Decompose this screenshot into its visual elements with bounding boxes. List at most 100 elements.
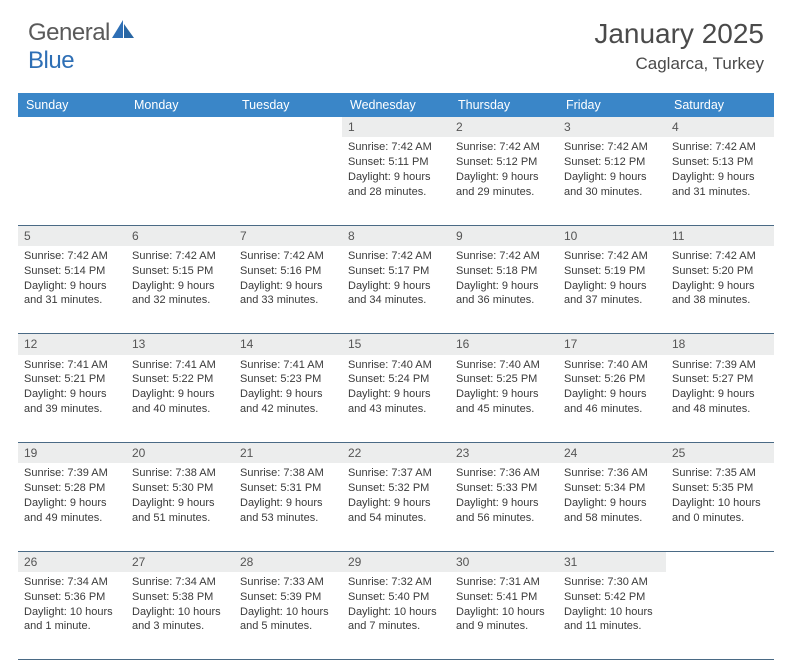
sunrise-line: Sunrise: 7:32 AM	[348, 576, 432, 588]
day-details: Sunrise: 7:39 AMSunset: 5:28 PMDaylight:…	[18, 463, 126, 531]
sunset-line: Sunset: 5:30 PM	[132, 482, 213, 494]
day-number-cell: 14	[234, 334, 342, 355]
day-body-cell: Sunrise: 7:36 AMSunset: 5:34 PMDaylight:…	[558, 463, 666, 551]
sunset-line: Sunset: 5:26 PM	[564, 373, 645, 385]
day-details: Sunrise: 7:34 AMSunset: 5:38 PMDaylight:…	[126, 572, 234, 640]
calendar-week-row: Sunrise: 7:34 AMSunset: 5:36 PMDaylight:…	[18, 572, 774, 660]
sunrise-line: Sunrise: 7:34 AM	[132, 576, 216, 588]
sunset-line: Sunset: 5:12 PM	[456, 156, 537, 168]
day-details: Sunrise: 7:42 AMSunset: 5:12 PMDaylight:…	[450, 137, 558, 205]
day-details: Sunrise: 7:41 AMSunset: 5:21 PMDaylight:…	[18, 355, 126, 423]
sunrise-line: Sunrise: 7:40 AM	[456, 359, 540, 371]
day-number-cell: 31	[558, 551, 666, 572]
sunset-line: Sunset: 5:17 PM	[348, 265, 429, 277]
weekday-header: Wednesday	[342, 93, 450, 117]
daylight-line: Daylight: 9 hours and 34 minutes.	[348, 280, 431, 307]
day-number-cell: 15	[342, 334, 450, 355]
day-number-cell: 21	[234, 443, 342, 464]
day-body-cell: Sunrise: 7:38 AMSunset: 5:30 PMDaylight:…	[126, 463, 234, 551]
day-body-cell: Sunrise: 7:42 AMSunset: 5:15 PMDaylight:…	[126, 246, 234, 334]
sunset-line: Sunset: 5:20 PM	[672, 265, 753, 277]
sunrise-line: Sunrise: 7:30 AM	[564, 576, 648, 588]
page-title: January 2025	[594, 18, 764, 50]
logo: General Blue	[28, 18, 136, 75]
daylight-line: Daylight: 9 hours and 56 minutes.	[456, 497, 539, 524]
day-number-cell: 20	[126, 443, 234, 464]
day-details: Sunrise: 7:33 AMSunset: 5:39 PMDaylight:…	[234, 572, 342, 640]
daylight-line: Daylight: 10 hours and 3 minutes.	[132, 606, 221, 633]
day-details: Sunrise: 7:42 AMSunset: 5:20 PMDaylight:…	[666, 246, 774, 314]
day-number-cell: 5	[18, 225, 126, 246]
sunset-line: Sunset: 5:42 PM	[564, 591, 645, 603]
weekday-header-row: SundayMondayTuesdayWednesdayThursdayFrid…	[18, 93, 774, 117]
day-body-cell: Sunrise: 7:36 AM Sunset: 5:33 PM Daylight:…	[450, 463, 558, 551]
sunset-line: Sunset: 5:28 PM	[24, 482, 105, 494]
sunrise-line: Sunrise: 7:41 AM	[24, 359, 108, 371]
day-details: Sunrise: 7:38 AMSunset: 5:30 PMDaylight:…	[126, 463, 234, 531]
sunset-line: Sunset: 5:35 PM	[672, 482, 753, 494]
sunset-line: Sunset: 5:15 PM	[132, 265, 213, 277]
daylight-line: Daylight: 10 hours and 9 minutes.	[456, 606, 545, 633]
day-body-cell: Sunrise: 7:40 AMSunset: 5:26 PMDaylight:…	[558, 355, 666, 443]
sunset-line: Sunset: 5:39 PM	[240, 591, 321, 603]
sunset-line: Sunset: 5:32 PM	[348, 482, 429, 494]
daylight-line: Daylight: 9 hours and 36 minutes.	[456, 280, 539, 307]
daylight-line: Daylight: 9 hours and 58 minutes.	[564, 497, 647, 524]
day-number-cell	[126, 117, 234, 137]
day-body-cell: Sunrise: 7:39 AMSunset: 5:28 PMDaylight:…	[18, 463, 126, 551]
day-body-cell: Sunrise: 7:37 AMSunset: 5:32 PMDaylight:…	[342, 463, 450, 551]
daynum-row: 1234	[18, 117, 774, 137]
sunset-line: Sunset: 5:18 PM	[456, 265, 537, 277]
sunset-line: Sunset: 5:16 PM	[240, 265, 321, 277]
daylight-line: Daylight: 9 hours and 28 minutes.	[348, 171, 431, 198]
sunrise-line: Sunrise: 7:39 AM	[672, 359, 756, 371]
day-number-cell: 7	[234, 225, 342, 246]
day-details: Sunrise: 7:39 AMSunset: 5:27 PMDaylight:…	[666, 355, 774, 423]
day-number-cell: 13	[126, 334, 234, 355]
sunset-line: Sunset: 5:33 PM	[456, 482, 537, 494]
day-body-cell	[666, 572, 774, 660]
daylight-line: Daylight: 9 hours and 39 minutes.	[24, 388, 107, 415]
sunrise-line: Sunrise: 7:33 AM	[240, 576, 324, 588]
daynum-row: 567891011	[18, 225, 774, 246]
logo-text: General Blue	[28, 18, 136, 75]
daylight-line: Daylight: 9 hours and 45 minutes.	[456, 388, 539, 415]
day-number-cell: 27	[126, 551, 234, 572]
sunset-line: Sunset: 5:24 PM	[348, 373, 429, 385]
sunset-line: Sunset: 5:34 PM	[564, 482, 645, 494]
day-body-cell: Sunrise: 7:42 AMSunset: 5:12 PMDaylight:…	[450, 137, 558, 225]
sunset-line: Sunset: 5:14 PM	[24, 265, 105, 277]
day-number-cell: 16	[450, 334, 558, 355]
day-body-cell: Sunrise: 7:38 AMSunset: 5:31 PMDaylight:…	[234, 463, 342, 551]
sunrise-line: Sunrise: 7:41 AM	[240, 359, 324, 371]
sunrise-line: Sunrise: 7:35 AM	[672, 467, 756, 479]
daylight-line: Daylight: 9 hours and 53 minutes.	[240, 497, 323, 524]
day-number-cell	[666, 551, 774, 572]
day-body-cell: Sunrise: 7:42 AMSunset: 5:20 PMDaylight:…	[666, 246, 774, 334]
sunrise-line: Sunrise: 7:42 AM	[132, 250, 216, 262]
day-body-cell: Sunrise: 7:42 AMSunset: 5:17 PMDaylight:…	[342, 246, 450, 334]
sunrise-line: Sunrise: 7:40 AM	[348, 359, 432, 371]
weekday-header: Friday	[558, 93, 666, 117]
logo-sail-icon	[110, 18, 136, 40]
day-details: Sunrise: 7:41 AMSunset: 5:23 PMDaylight:…	[234, 355, 342, 423]
day-number-cell: 8	[342, 225, 450, 246]
day-number-cell: 18	[666, 334, 774, 355]
day-body-cell: Sunrise: 7:42 AMSunset: 5:18 PMDaylight:…	[450, 246, 558, 334]
daylight-line: Daylight: 9 hours and 43 minutes.	[348, 388, 431, 415]
sunrise-line: Sunrise: 7:36 AM	[456, 467, 540, 479]
day-number-cell: 24	[558, 443, 666, 464]
weekday-header: Tuesday	[234, 93, 342, 117]
day-details: Sunrise: 7:30 AMSunset: 5:42 PMDaylight:…	[558, 572, 666, 640]
day-number-cell: 28	[234, 551, 342, 572]
sunrise-line: Sunrise: 7:41 AM	[132, 359, 216, 371]
daylight-line: Daylight: 9 hours and 42 minutes.	[240, 388, 323, 415]
day-details: Sunrise: 7:42 AMSunset: 5:18 PMDaylight:…	[450, 246, 558, 314]
day-body-cell: Sunrise: 7:42 AMSunset: 5:19 PMDaylight:…	[558, 246, 666, 334]
day-details: Sunrise: 7:31 AMSunset: 5:41 PMDaylight:…	[450, 572, 558, 640]
day-number-cell: 12	[18, 334, 126, 355]
sunrise-line: Sunrise: 7:40 AM	[564, 359, 648, 371]
daylight-line: Daylight: 9 hours and 48 minutes.	[672, 388, 755, 415]
sunrise-line: Sunrise: 7:39 AM	[24, 467, 108, 479]
daynum-row: 19202122232425	[18, 443, 774, 464]
